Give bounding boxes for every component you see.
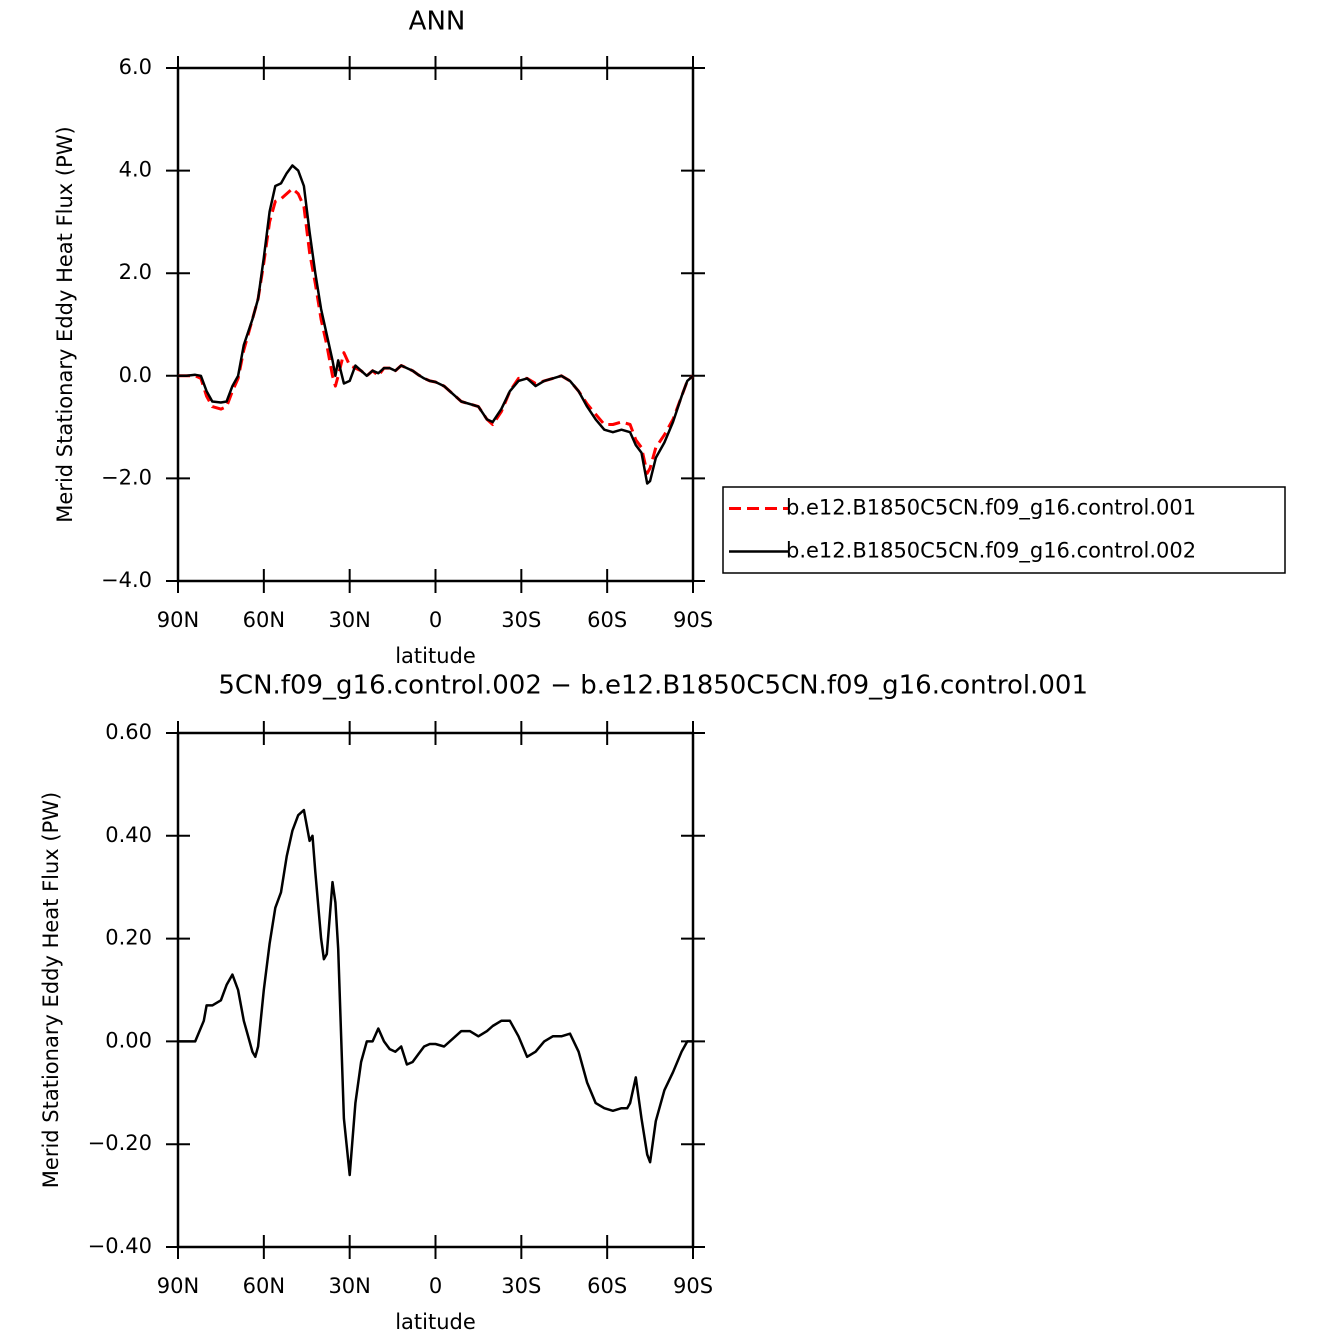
- y-tick-label: −2.0: [101, 465, 152, 489]
- chart-title: ANN: [409, 7, 466, 37]
- legend-box: [722, 486, 1286, 574]
- x-tick-label: 30N: [328, 608, 370, 632]
- y-tick-label: 2.0: [119, 260, 152, 284]
- y-tick-label: 0.20: [105, 926, 152, 950]
- chart-title: 5CN.f09_g16.control.002 − b.e12.B1850C5C…: [218, 671, 1088, 701]
- x-tick-label: 30N: [328, 1274, 370, 1298]
- y-tick-label: 0.60: [105, 720, 152, 744]
- y-tick-label: −0.40: [88, 1234, 152, 1258]
- data-line: [178, 808, 693, 1177]
- x-axis-label: latitude: [395, 644, 476, 668]
- legend-label: b.e12.B1850C5CN.f09_g16.control.001: [786, 496, 1196, 521]
- y-tick-label: −4.0: [101, 568, 152, 592]
- x-tick-label: 0: [429, 608, 442, 632]
- plot-frame: [176, 66, 695, 583]
- legend-label: b.e12.B1850C5CN.f09_g16.control.002: [786, 539, 1196, 564]
- y-tick-label: −0.20: [88, 1131, 152, 1155]
- data-line: [178, 164, 694, 485]
- y-tick-label: 4.0: [119, 158, 152, 182]
- x-tick-label: 30S: [501, 1274, 541, 1298]
- x-tick-label: 60S: [587, 608, 627, 632]
- y-tick-label: 6.0: [119, 55, 152, 79]
- y-axis-label: Merid Stationary Eddy Heat Flux (PW): [39, 792, 63, 1188]
- y-tick-label: 0.00: [105, 1028, 152, 1052]
- x-axis-label: latitude: [395, 1310, 476, 1334]
- plot-frame: [176, 731, 695, 1249]
- x-tick-label: 90S: [673, 1274, 713, 1298]
- x-tick-label: 60N: [243, 608, 285, 632]
- x-tick-label: 60S: [587, 1274, 627, 1298]
- x-tick-label: 0: [429, 1274, 442, 1298]
- x-tick-label: 60N: [243, 1274, 285, 1298]
- y-tick-label: 0.0: [119, 363, 152, 387]
- y-axis-label: Merid Stationary Eddy Heat Flux (PW): [53, 126, 77, 522]
- x-tick-label: 90S: [673, 608, 713, 632]
- x-tick-label: 30S: [501, 608, 541, 632]
- x-tick-label: 90N: [157, 1274, 199, 1298]
- y-tick-label: 0.40: [105, 823, 152, 847]
- x-tick-label: 90N: [157, 608, 199, 632]
